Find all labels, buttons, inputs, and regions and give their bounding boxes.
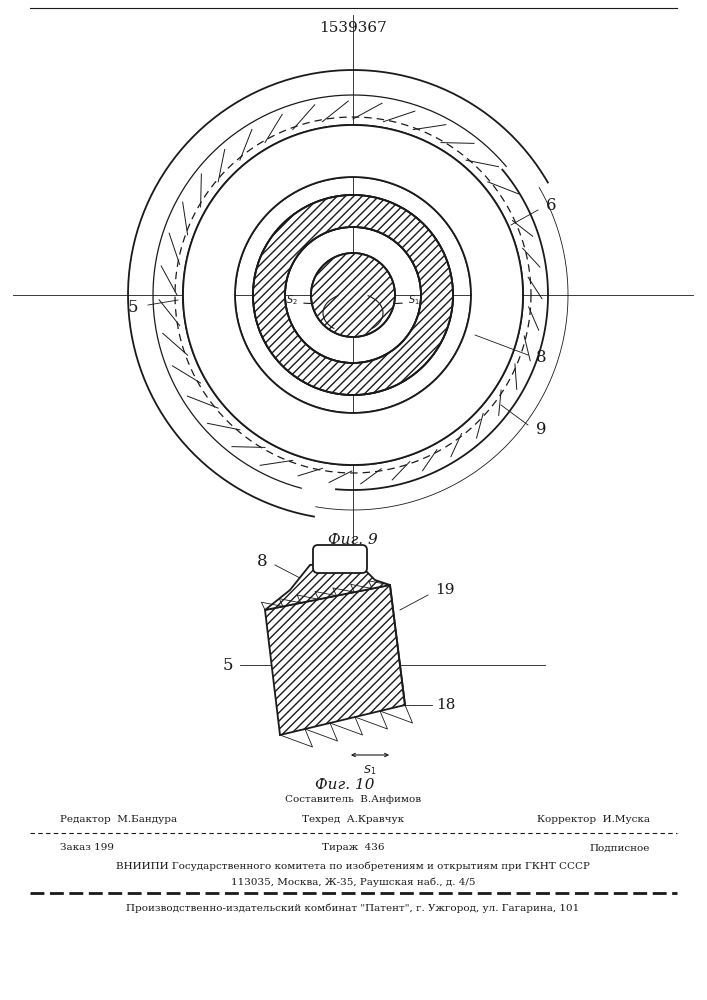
Wedge shape	[373, 315, 520, 462]
Text: 113035, Москва, Ж-35, Раушская наб., д. 4/5: 113035, Москва, Ж-35, Раушская наб., д. …	[230, 877, 475, 887]
Text: Техред  А.Кравчук: Техред А.Кравчук	[302, 816, 404, 824]
Text: 9: 9	[536, 422, 547, 438]
Text: 18: 18	[436, 698, 455, 712]
Text: Редактор  М.Бандура: Редактор М.Бандура	[60, 816, 177, 824]
Text: Корректор  И.Муска: Корректор И.Муска	[537, 816, 650, 824]
Text: ВНИИПИ Государственного комитета по изобретениям и открытиям при ГКНТ СССР: ВНИИПИ Государственного комитета по изоб…	[116, 861, 590, 871]
Text: Фиг. 10: Фиг. 10	[315, 778, 375, 792]
Text: Подписное: Подписное	[590, 844, 650, 852]
FancyBboxPatch shape	[313, 545, 367, 573]
Text: Составитель  В.Анфимов: Составитель В.Анфимов	[285, 796, 421, 804]
Wedge shape	[185, 128, 332, 275]
Circle shape	[311, 253, 395, 337]
Wedge shape	[185, 315, 332, 462]
Text: 6: 6	[546, 196, 556, 214]
Text: 5: 5	[128, 298, 139, 316]
Text: 19: 19	[435, 583, 455, 597]
Text: $S_2$: $S_2$	[286, 293, 298, 307]
Text: 8: 8	[536, 350, 547, 366]
Text: $S_1$: $S_1$	[363, 763, 377, 777]
Text: 8: 8	[257, 554, 267, 570]
Text: Тираж  436: Тираж 436	[322, 844, 384, 852]
Wedge shape	[373, 128, 520, 275]
Text: $S_1$: $S_1$	[408, 293, 420, 307]
Polygon shape	[265, 585, 405, 735]
Text: 5: 5	[223, 656, 233, 674]
Text: Производственно-издательский комбинат "Патент", г. Ужгород, ул. Гагарина, 101: Производственно-издательский комбинат "П…	[127, 903, 580, 913]
Text: Заказ 199: Заказ 199	[60, 844, 114, 852]
Text: Фиг. 9: Фиг. 9	[328, 533, 378, 547]
Polygon shape	[265, 560, 390, 610]
Text: 1539367: 1539367	[319, 21, 387, 35]
